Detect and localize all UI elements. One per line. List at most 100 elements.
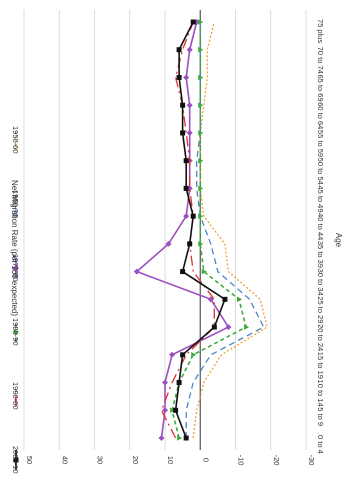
data-point: [190, 19, 196, 25]
legend-label: 2000-10: [11, 446, 20, 474]
age-tick-label: 50 to 54: [316, 158, 325, 185]
data-point: [169, 351, 176, 358]
series-line: [185, 22, 265, 438]
data-point: [198, 213, 204, 219]
data-point: [176, 380, 182, 386]
data-point: [186, 129, 193, 136]
age-tick-label: 0 to 4: [316, 435, 325, 454]
rate-tick-label: -10: [237, 455, 246, 466]
rate-tick-label: 30: [96, 456, 105, 464]
series-1970-80: [133, 19, 232, 441]
legend-label: 1960-70: [11, 190, 20, 218]
legend-item: 1960-70: [11, 190, 20, 218]
rate-tick-label: 10: [166, 456, 175, 464]
age-tick-label: 45 to 49: [316, 185, 325, 212]
age-tick-label: 55 to 59: [316, 130, 325, 157]
data-point: [180, 102, 186, 108]
data-point: [183, 158, 189, 164]
data-point: [198, 157, 204, 164]
data-point: [133, 268, 140, 275]
data-point: [191, 352, 197, 358]
age-tick-label: 10 to 14: [316, 380, 325, 407]
series-1950-60: [192, 21, 268, 439]
data-point: [198, 19, 204, 25]
data-point: [198, 46, 204, 53]
age-tick-label: 15 to 19: [316, 352, 325, 379]
data-point: [198, 130, 204, 136]
data-point: [207, 296, 214, 303]
data-point: [176, 47, 182, 53]
age-tick-label: 35 to 39: [316, 241, 325, 268]
data-point: [244, 324, 250, 330]
data-point: [165, 240, 172, 247]
age-tick-label: 75 plus: [316, 19, 325, 43]
x-axis-title: Age: [334, 233, 343, 248]
data-point: [170, 407, 176, 414]
data-point: [176, 74, 182, 80]
legend-label: 1980-90: [11, 318, 20, 346]
rate-tick-labels: -30 -20 -10 0 10 20 30 40 50: [25, 455, 316, 466]
data-point: [198, 241, 204, 247]
legend-item: 2000-10: [11, 446, 20, 474]
series-2000-10: [173, 19, 228, 441]
rate-tick-label: 50: [25, 456, 34, 464]
series-1980-90: [170, 19, 250, 441]
series-1960-70: [185, 22, 265, 438]
data-point: [180, 269, 186, 275]
age-tick-label: 20 to 24: [316, 324, 325, 351]
rate-tick-label: -30: [307, 455, 316, 466]
rate-tick-label: -20: [272, 455, 281, 466]
data-point: [198, 185, 204, 192]
data-point: [180, 130, 186, 136]
series-line: [174, 21, 226, 439]
series-group: [133, 19, 268, 441]
data-point: [162, 379, 168, 386]
data-point: [13, 457, 19, 463]
legend-item: 1980-90: [11, 318, 20, 346]
legend-item: 1950-60: [11, 126, 20, 154]
data-point: [201, 268, 207, 275]
series-line: [171, 22, 248, 439]
legend-label: 1990-00: [11, 382, 20, 410]
data-point: [190, 213, 196, 219]
legend-label: 1950-60: [11, 126, 20, 154]
data-point: [237, 296, 243, 303]
legend-item: 1990-00: [11, 382, 20, 410]
rate-tick-label: 40: [60, 456, 69, 464]
age-tick-label: 25 to 29: [316, 296, 325, 323]
data-point: [158, 435, 165, 441]
data-point: [180, 352, 186, 358]
legend-item: 1970-80: [11, 254, 20, 282]
legend-label: 1970-80: [11, 254, 20, 282]
age-tick-label: 60 to 64: [316, 102, 325, 129]
data-point: [211, 324, 217, 330]
data-point: [183, 185, 189, 191]
data-point: [177, 435, 183, 441]
age-tick-label: 5 to 9: [316, 407, 325, 426]
y-axis-title: Net Migration Rate (per 100 expected): [10, 180, 19, 316]
data-point: [198, 102, 204, 108]
age-tick-label: 65 to 69: [316, 74, 325, 101]
data-point: [225, 324, 232, 331]
data-point: [183, 435, 189, 441]
rate-tick-label: 20: [131, 456, 140, 464]
data-point: [14, 329, 19, 335]
data-point: [186, 46, 193, 53]
legend: 2000-10 1990-00 1980-90 1970-80 1960-70 1950-…: [11, 126, 20, 474]
series-line: [135, 21, 230, 439]
age-tick-label: 70 to 74: [316, 47, 325, 74]
data-point: [13, 265, 19, 271]
data-point: [183, 74, 190, 81]
rate-tick-label: 0: [201, 458, 210, 462]
age-tick-label: 30 to 34: [316, 269, 325, 296]
data-point: [186, 102, 193, 109]
age-tick-label: 40 to 44: [316, 213, 325, 240]
series-line: [192, 21, 268, 439]
data-point: [162, 407, 168, 414]
data-point: [222, 296, 228, 302]
data-point: [183, 213, 190, 220]
data-point: [198, 74, 204, 81]
